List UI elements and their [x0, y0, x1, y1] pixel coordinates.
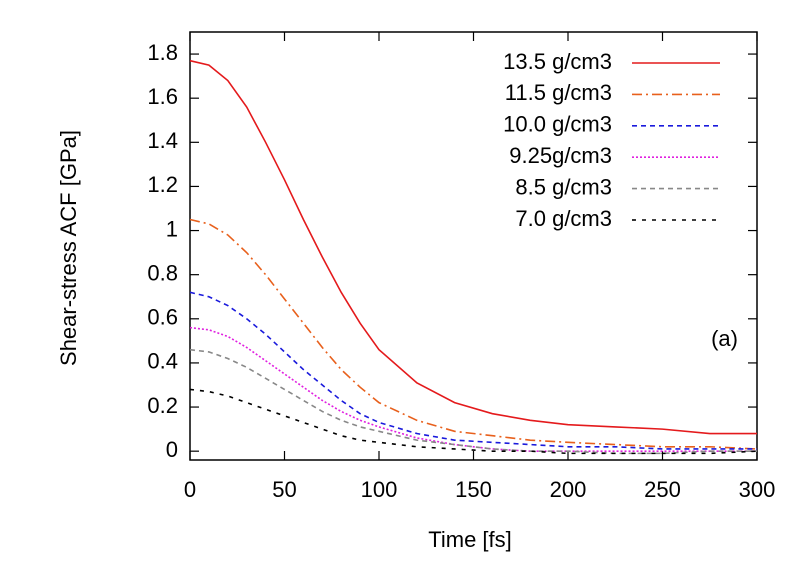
x-tick-label: 0: [184, 477, 196, 502]
legend-label: 11.5 g/cm3: [505, 80, 612, 105]
y-tick-label: 0.2: [147, 393, 178, 418]
series-line: [189, 291, 757, 450]
y-tick-label: 0.4: [147, 349, 178, 374]
series-line: [189, 326, 757, 452]
legend-label: 9.25g/cm3: [509, 143, 612, 168]
x-tick-label: 200: [550, 477, 587, 502]
x-axis-label: Time [fs]: [428, 527, 512, 552]
x-tick-label: 50: [272, 477, 296, 502]
annotation: (a): [711, 326, 738, 351]
y-tick-label: 1: [166, 216, 178, 241]
series-line: [189, 59, 757, 435]
y-tick-label: 0: [166, 437, 178, 462]
legend-label: 7.0 g/cm3: [515, 206, 612, 231]
y-tick-label: 1.2: [147, 172, 178, 197]
series-line: [189, 218, 758, 450]
y-tick-label: 0.8: [147, 260, 178, 285]
y-tick-label: 1.6: [147, 84, 178, 109]
legend-label: 8.5 g/cm3: [515, 174, 612, 199]
x-tick-label: 250: [644, 477, 681, 502]
y-axis-label: Shear-stress ACF [GPa]: [56, 130, 81, 366]
series-line: [189, 348, 757, 455]
x-tick-label: 150: [455, 477, 492, 502]
plot-frame: [189, 31, 758, 461]
legend-label: 13.5 g/cm3: [503, 49, 612, 74]
x-tick-label: 300: [739, 477, 776, 502]
x-tick-label: 100: [361, 477, 398, 502]
y-tick-label: 1.4: [147, 128, 178, 153]
y-tick-label: 0.6: [147, 305, 178, 330]
legend-label: 10.0 g/cm3: [503, 112, 612, 137]
y-tick-label: 1.8: [147, 40, 178, 65]
series-line: [189, 388, 758, 455]
